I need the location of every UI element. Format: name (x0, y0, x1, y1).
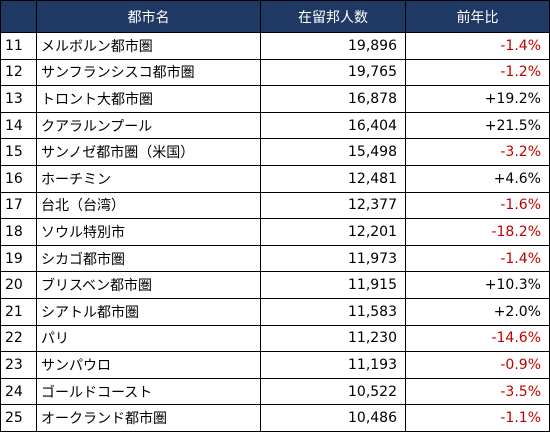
yoy-change-cell: +10.3% (405, 271, 550, 299)
header-population: 在留邦人数 (260, 0, 406, 33)
city-name-cell: パリ (36, 324, 261, 353)
rank-cell: 20 (0, 271, 37, 299)
rank-cell: 17 (0, 191, 37, 220)
table-row: 22 パリ 11,230 -14.6% (0, 324, 550, 353)
population-cell: 11,915 (260, 271, 406, 299)
rank-cell: 14 (0, 111, 37, 140)
rank-cell: 25 (0, 404, 37, 432)
rank-cell: 11 (0, 32, 37, 60)
yoy-change-cell: +4.6% (405, 164, 550, 193)
table-row: 13 トロント大都市圏 16,878 +19.2% (0, 85, 550, 113)
city-name-cell: サンフランシスコ都市圏 (36, 58, 261, 87)
city-name-cell: メルボルン都市圏 (36, 32, 261, 60)
rank-cell: 22 (0, 324, 37, 353)
yoy-change-cell: -14.6% (405, 324, 550, 353)
yoy-change-cell: -1.2% (405, 58, 550, 87)
population-cell: 11,193 (260, 351, 406, 379)
rank-cell: 21 (0, 297, 37, 326)
city-population-table: 都市名 在留邦人数 前年比 11 メルボルン都市圏 19,896 -1.4% 12 サンフ… (0, 0, 550, 432)
population-cell: 11,583 (260, 297, 406, 326)
yoy-change-cell: +21.5% (405, 111, 550, 140)
city-name-cell: サンノゼ都市圏（米国） (36, 138, 261, 166)
table-row: 14 クアラルンプール 16,404 +21.5% (0, 111, 550, 140)
yoy-change-cell: -0.9% (405, 351, 550, 379)
rank-cell: 15 (0, 138, 37, 166)
yoy-change-cell: -1.4% (405, 32, 550, 60)
yoy-change-cell: -1.4% (405, 244, 550, 273)
population-cell: 11,973 (260, 244, 406, 273)
city-name-cell: シカゴ都市圏 (36, 244, 261, 273)
rank-cell: 13 (0, 85, 37, 113)
table-row: 17 台北（台湾） 12,377 -1.6% (0, 191, 550, 220)
city-name-cell: クアラルンプール (36, 111, 261, 140)
population-cell: 11,230 (260, 324, 406, 353)
table-row: 12 サンフランシスコ都市圏 19,765 -1.2% (0, 58, 550, 87)
rank-cell: 19 (0, 244, 37, 273)
header-yoy: 前年比 (405, 0, 550, 33)
city-name-cell: オークランド都市圏 (36, 404, 261, 432)
city-name-cell: サンパウロ (36, 351, 261, 379)
table-header: 都市名 在留邦人数 前年比 (0, 0, 550, 33)
table-row: 21 シアトル都市圏 11,583 +2.0% (0, 297, 550, 326)
header-row: 都市名 在留邦人数 前年比 (0, 0, 550, 33)
city-name-cell: シアトル都市圏 (36, 297, 261, 326)
table-row: 18 ソウル特別市 12,201 -18.2% (0, 218, 550, 246)
population-cell: 12,201 (260, 218, 406, 246)
yoy-change-cell: -3.5% (405, 377, 550, 406)
rank-cell: 12 (0, 58, 37, 87)
table-row: 15 サンノゼ都市圏（米国） 15,498 -3.2% (0, 138, 550, 166)
header-city: 都市名 (36, 0, 261, 33)
population-cell: 12,377 (260, 191, 406, 220)
header-rank (0, 0, 37, 33)
city-name-cell: トロント大都市圏 (36, 85, 261, 113)
table-row: 24 ゴールドコースト 10,522 -3.5% (0, 377, 550, 406)
population-cell: 16,878 (260, 85, 406, 113)
yoy-change-cell: +2.0% (405, 297, 550, 326)
population-cell: 19,896 (260, 32, 406, 60)
city-name-cell: ブリスベン都市圏 (36, 271, 261, 299)
city-name-cell: 台北（台湾） (36, 191, 261, 220)
population-cell: 19,765 (260, 58, 406, 87)
table-row: 16 ホーチミン 12,481 +4.6% (0, 164, 550, 193)
table-row: 11 メルボルン都市圏 19,896 -1.4% (0, 32, 550, 60)
city-name-cell: ゴールドコースト (36, 377, 261, 406)
city-name-cell: ソウル特別市 (36, 218, 261, 246)
yoy-change-cell: -3.2% (405, 138, 550, 166)
rank-cell: 23 (0, 351, 37, 379)
yoy-change-cell: -1.6% (405, 191, 550, 220)
table-row: 25 オークランド都市圏 10,486 -1.1% (0, 404, 550, 432)
table-row: 20 ブリスベン都市圏 11,915 +10.3% (0, 271, 550, 299)
rank-cell: 18 (0, 218, 37, 246)
table-row: 19 シカゴ都市圏 11,973 -1.4% (0, 244, 550, 273)
population-cell: 16,404 (260, 111, 406, 140)
table-row: 23 サンパウロ 11,193 -0.9% (0, 351, 550, 379)
population-cell: 10,486 (260, 404, 406, 432)
rank-cell: 16 (0, 164, 37, 193)
population-cell: 15,498 (260, 138, 406, 166)
table-body: 11 メルボルン都市圏 19,896 -1.4% 12 サンフランシスコ都市圏 19,765… (0, 32, 550, 432)
population-cell: 10,522 (260, 377, 406, 406)
population-cell: 12,481 (260, 164, 406, 193)
yoy-change-cell: -18.2% (405, 218, 550, 246)
city-name-cell: ホーチミン (36, 164, 261, 193)
yoy-change-cell: -1.1% (405, 404, 550, 432)
yoy-change-cell: +19.2% (405, 85, 550, 113)
rank-cell: 24 (0, 377, 37, 406)
